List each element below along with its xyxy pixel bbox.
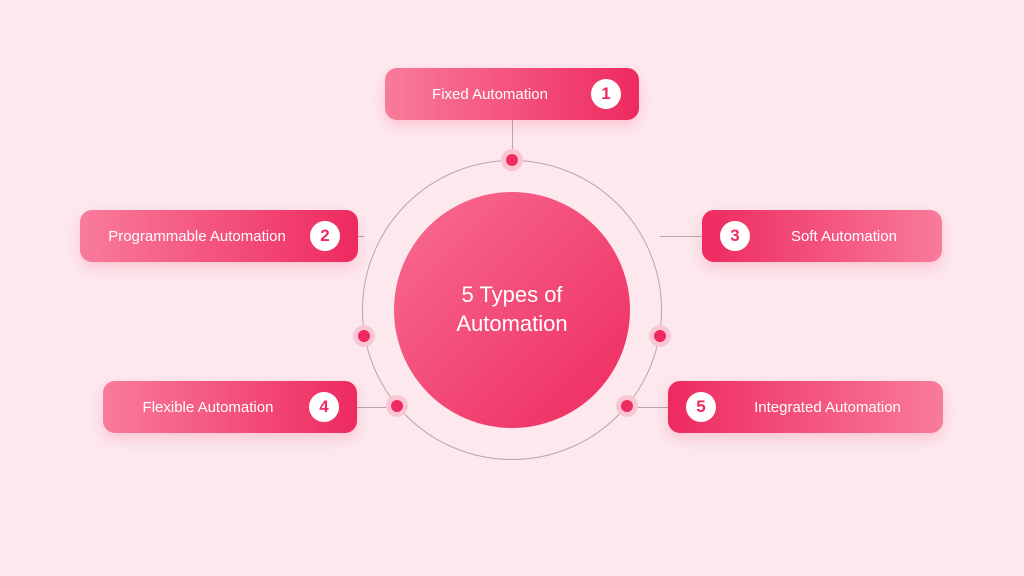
item-pill-2: 2 Programmable Automation bbox=[80, 210, 358, 262]
ring-node-3 bbox=[649, 325, 671, 347]
ring-node-5 bbox=[616, 395, 638, 417]
center-title: 5 Types ofAutomation bbox=[456, 281, 567, 338]
diagram-canvas: 5 Types ofAutomation 1 Fixed Automation 2 Pr… bbox=[0, 0, 1024, 576]
item-label-5: Integrated Automation bbox=[730, 399, 925, 416]
item-label-1: Fixed Automation bbox=[403, 86, 577, 103]
item-pill-1: 1 Fixed Automation bbox=[385, 68, 639, 120]
item-pill-4: 4 Flexible Automation bbox=[103, 381, 357, 433]
ring-node-inner-4 bbox=[391, 400, 403, 412]
item-badge-5: 5 bbox=[686, 392, 716, 422]
item-label-3: Soft Automation bbox=[764, 228, 924, 245]
item-pill-3: 3 Soft Automation bbox=[702, 210, 942, 262]
item-badge-4: 4 bbox=[309, 392, 339, 422]
ring-node-1 bbox=[501, 149, 523, 171]
item-label-2: Programmable Automation bbox=[98, 228, 296, 245]
item-badge-1: 1 bbox=[591, 79, 621, 109]
ring-node-inner-5 bbox=[621, 400, 633, 412]
connector-2 bbox=[358, 236, 364, 237]
ring-node-inner-3 bbox=[654, 330, 666, 342]
ring-node-inner-2 bbox=[358, 330, 370, 342]
ring-node-inner-1 bbox=[506, 154, 518, 166]
item-label-4: Flexible Automation bbox=[121, 399, 295, 416]
item-badge-3: 3 bbox=[720, 221, 750, 251]
center-circle: 5 Types ofAutomation bbox=[394, 192, 630, 428]
connector-3 bbox=[660, 236, 702, 237]
item-pill-5: 5 Integrated Automation bbox=[668, 381, 943, 433]
item-badge-2: 2 bbox=[310, 221, 340, 251]
